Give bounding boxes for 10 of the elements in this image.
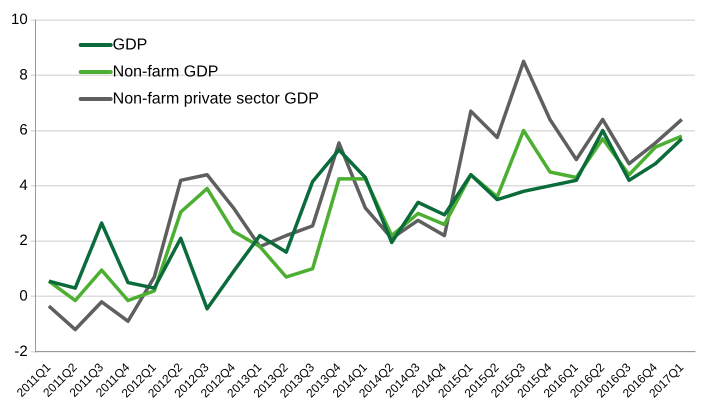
y-tick-label: 10 (10, 11, 28, 28)
y-tick-label: 2 (19, 232, 28, 250)
y-tick-label: -2 (14, 342, 28, 360)
legend-label: Non-farm private sector GDP (112, 90, 319, 108)
y-tick-label: 6 (19, 122, 28, 139)
y-tick-label: 0 (19, 287, 28, 304)
y-tick-label: 8 (19, 66, 28, 84)
legend-label: GDP (112, 36, 148, 54)
legend-label: Non-farm GDP (112, 63, 218, 80)
y-tick-label: 4 (19, 176, 28, 194)
